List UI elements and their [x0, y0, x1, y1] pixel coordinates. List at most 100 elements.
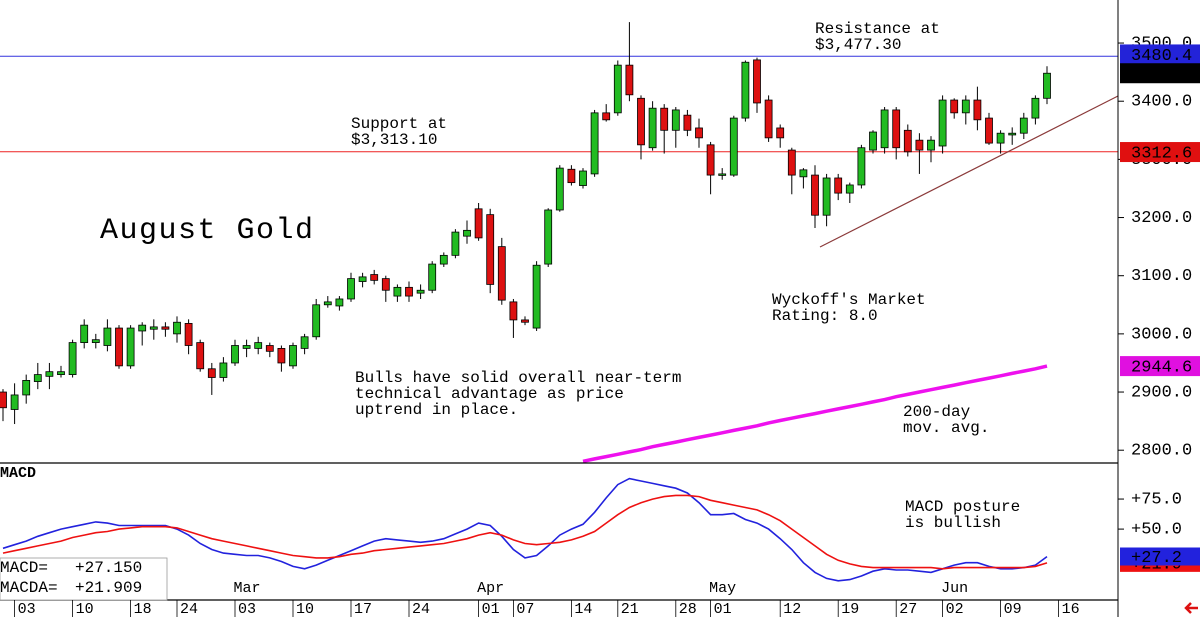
- price-tag: [1120, 356, 1200, 377]
- candle-body: [405, 286, 413, 297]
- candle-body: [265, 345, 274, 352]
- candle-body: [590, 112, 599, 175]
- x-tick-label: 19: [841, 601, 859, 617]
- candle-body: [115, 327, 123, 367]
- legend-value: +21.909: [75, 579, 142, 597]
- x-tick-label: 10: [76, 601, 94, 617]
- candle-body: [903, 129, 912, 153]
- ma-label: mov. avg.: [903, 419, 989, 437]
- macd-plot: [2, 477, 1048, 582]
- candle-body: [927, 139, 935, 151]
- candle-body: [497, 246, 506, 301]
- candle-body: [184, 323, 193, 346]
- y-tick-label: 3100.0: [1131, 267, 1192, 286]
- candle-body: [625, 64, 634, 96]
- candle-body: [381, 278, 390, 291]
- candle-body: [996, 132, 1005, 144]
- trend-line: [819, 95, 1119, 248]
- x-tick-label: 21: [621, 601, 639, 617]
- x-tick-label: 12: [783, 601, 801, 617]
- candle-body: [973, 99, 982, 121]
- candle-body: [845, 184, 854, 194]
- candle-body: [242, 345, 251, 349]
- candle-body: [300, 336, 309, 349]
- candle-body: [91, 339, 100, 343]
- legend-name: MACDA=: [0, 579, 58, 597]
- candle-body: [683, 114, 692, 131]
- candle-body: [695, 127, 703, 139]
- y-tick-label: 3000.0: [1131, 325, 1192, 344]
- legend-value: +27.150: [75, 559, 142, 577]
- candle-body: [439, 254, 448, 265]
- value-tag-label: +27.2: [1131, 549, 1182, 568]
- candle-body: [509, 301, 518, 321]
- candle-body: [764, 99, 773, 139]
- candle-body: [892, 109, 901, 149]
- candle-body: [231, 345, 239, 364]
- price-tag-label: 2944.6: [1131, 359, 1192, 378]
- annotation: technical advantage as price: [355, 385, 624, 403]
- candle-body: [915, 139, 924, 151]
- candle-body: [613, 64, 622, 114]
- candle-body: [57, 371, 65, 375]
- candle-body: [544, 209, 553, 265]
- candle-body: [880, 109, 889, 149]
- candle-body: [451, 231, 460, 256]
- candle-body: [602, 112, 611, 121]
- candle-body: [1019, 117, 1028, 134]
- y-tick-label: 3400.0: [1131, 93, 1192, 112]
- candle-body: [126, 327, 135, 367]
- price-plot: [0, 22, 1118, 463]
- candle-body: [961, 99, 970, 114]
- price-tag-label: 3312.6: [1131, 145, 1192, 164]
- candle-body: [254, 342, 263, 349]
- candle-body: [579, 170, 587, 186]
- candle-body: [219, 362, 228, 378]
- candle-body: [660, 107, 669, 131]
- candle-body: [335, 298, 344, 307]
- candle-body: [834, 177, 843, 194]
- candle-body: [173, 321, 181, 335]
- price-tag: [1120, 63, 1200, 84]
- x-tick-label: 02: [946, 601, 964, 617]
- candle-body: [486, 214, 495, 285]
- y-tick-label: +75.0: [1131, 491, 1182, 510]
- candle-body: [289, 345, 297, 367]
- candle-body: [753, 59, 761, 104]
- annotation: Wyckoff's Market: [772, 291, 926, 309]
- legend-name: MACD=: [0, 559, 48, 577]
- value-tag: [1120, 547, 1200, 566]
- candle-body: [416, 289, 425, 294]
- candle-body: [207, 368, 216, 378]
- candle-body: [822, 177, 831, 216]
- y-tick-label: 3200.0: [1131, 209, 1192, 228]
- x-tick-label: 03: [18, 601, 36, 617]
- x-tick-label: 14: [574, 601, 592, 617]
- candle-body: [1031, 97, 1040, 119]
- candle-body: [33, 374, 42, 382]
- price-tag: [1120, 44, 1200, 65]
- candle-body: [393, 286, 402, 297]
- candle-body: [787, 149, 796, 176]
- candle-body: [161, 326, 170, 330]
- candle-body: [521, 319, 529, 323]
- ma-label: 200-day: [903, 403, 971, 421]
- candle-body: [0, 391, 7, 409]
- panel-title: MACD: [0, 465, 36, 482]
- candle-body: [370, 274, 379, 281]
- candle-body: [869, 131, 877, 151]
- candle-body: [1043, 72, 1051, 99]
- candle-body: [138, 324, 147, 332]
- candle-body: [1008, 132, 1017, 136]
- price-tag: [1120, 142, 1200, 163]
- annotation: uptrend in place.: [355, 401, 518, 419]
- candle-body: [567, 168, 576, 184]
- annotation: Rating: 8.0: [772, 307, 878, 325]
- candle-body: [648, 107, 657, 149]
- y-tick-label: 2900.0: [1131, 384, 1192, 403]
- x-tick-label: 10: [296, 601, 314, 617]
- candle-body: [729, 117, 738, 176]
- moving-average: [582, 364, 1048, 463]
